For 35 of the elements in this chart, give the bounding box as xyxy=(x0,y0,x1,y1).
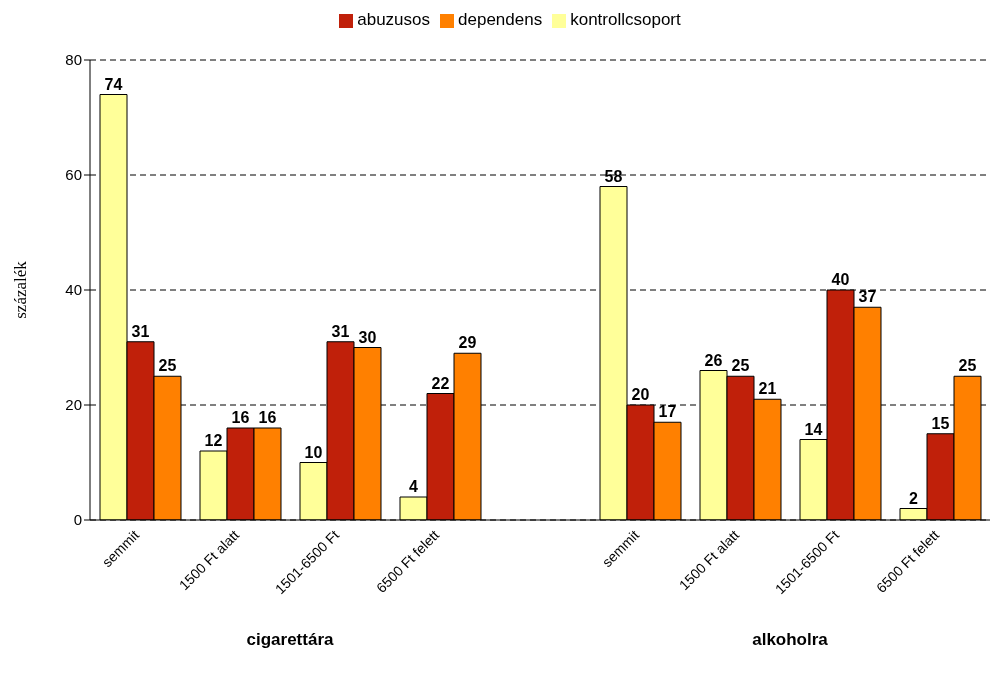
y-tick-label: 80 xyxy=(65,51,82,69)
y-tick-label: 0 xyxy=(73,511,82,529)
data-label: 12 xyxy=(204,432,223,449)
data-label: 2 xyxy=(909,489,919,507)
data-label: 10 xyxy=(304,443,323,461)
data-label: 4 xyxy=(409,478,419,495)
y-tick-label: 40 xyxy=(65,281,82,299)
data-label: 25 xyxy=(158,357,177,375)
data-label: 37 xyxy=(858,288,877,306)
data-label: 20 xyxy=(631,386,650,403)
legend-label: dependens xyxy=(458,10,543,29)
data-label: 31 xyxy=(131,322,150,340)
data-label: 16 xyxy=(231,409,250,426)
data-label: 58 xyxy=(604,167,623,185)
legend-label: abuzusos xyxy=(357,10,431,29)
text: alkoholra xyxy=(751,630,829,650)
data-label: 74 xyxy=(104,75,123,93)
data-label: 22 xyxy=(431,374,450,392)
text: cigarettára xyxy=(245,630,335,650)
data-label: 21 xyxy=(758,380,777,398)
data-label: 31 xyxy=(331,322,350,340)
y-axis-title: százalék xyxy=(11,260,31,319)
data-label: 25 xyxy=(958,357,977,375)
data-label: 25 xyxy=(731,357,750,375)
y-tick-label: 60 xyxy=(65,166,82,184)
y-tick-label: 20 xyxy=(65,396,82,414)
data-label: 17 xyxy=(658,403,677,421)
data-label: 29 xyxy=(458,334,477,352)
legend-label: kontrollcsoport xyxy=(570,10,681,29)
data-label: 40 xyxy=(831,271,850,288)
data-label: 26 xyxy=(704,351,723,369)
data-label: 14 xyxy=(804,420,823,438)
data-label: 15 xyxy=(931,414,950,432)
data-label: 16 xyxy=(258,409,277,426)
data-label: 30 xyxy=(358,328,377,346)
